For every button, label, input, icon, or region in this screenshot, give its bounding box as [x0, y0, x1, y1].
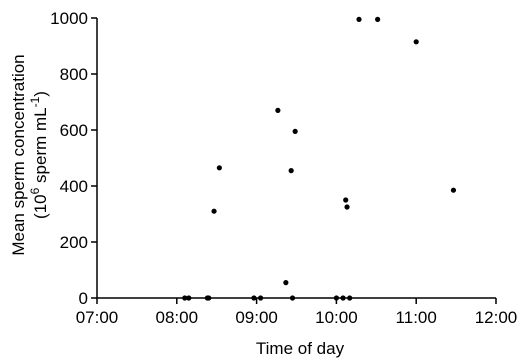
data-point	[288, 168, 294, 174]
x-tick-label: 12:00	[475, 308, 518, 327]
x-axis: 07:00 08:00 09:00 10:00 11:00 12:00	[76, 297, 518, 327]
data-point	[413, 39, 419, 45]
data-point	[375, 16, 381, 22]
data-point	[211, 208, 217, 214]
y-tick-label: 600	[60, 121, 88, 140]
y-tick-label: 200	[60, 233, 88, 252]
y-tick-label: 0	[79, 289, 88, 308]
y-axis-title-line1: Mean sperm concentration	[9, 54, 28, 255]
y-axis-title-part: )	[31, 91, 50, 97]
data-point	[206, 295, 212, 301]
y-axis-title-part: sperm mL	[31, 107, 50, 187]
data-point	[356, 16, 362, 22]
data-point	[182, 295, 188, 301]
y-tick-label: 400	[60, 177, 88, 196]
y-axis-title-part: (10	[31, 194, 50, 219]
y-axis-title: Mean sperm concentration (106 sperm mL-1…	[9, 54, 50, 255]
data-point	[283, 280, 289, 286]
data-point	[347, 295, 353, 301]
data-points	[182, 16, 457, 301]
data-point	[186, 295, 192, 301]
x-axis-title: Time of day	[256, 339, 345, 358]
y-axis-title-superscript: 6	[28, 187, 42, 194]
y-axis: 0 200 400 600 800 1000	[50, 9, 98, 308]
x-tick-label: 08:00	[156, 308, 199, 327]
data-point	[344, 204, 350, 210]
data-point	[340, 295, 346, 301]
y-tick-label: 1000	[50, 9, 88, 28]
data-point	[289, 295, 296, 301]
data-point	[275, 107, 281, 113]
data-point	[216, 165, 222, 171]
x-tick-label: 10:00	[315, 308, 358, 327]
x-tick-label: 09:00	[235, 308, 278, 327]
x-tick-label: 11:00	[396, 308, 437, 327]
x-tick-label: 07:00	[76, 308, 119, 327]
data-point	[292, 128, 298, 134]
data-point	[333, 295, 339, 301]
y-axis-title-line2: (106 sperm mL-1)	[28, 91, 50, 219]
y-tick-label: 800	[60, 65, 88, 84]
data-point	[251, 295, 257, 301]
y-axis-title-superscript: -1	[28, 96, 42, 107]
data-point	[343, 197, 349, 203]
data-point	[257, 295, 264, 301]
data-point	[450, 187, 457, 193]
